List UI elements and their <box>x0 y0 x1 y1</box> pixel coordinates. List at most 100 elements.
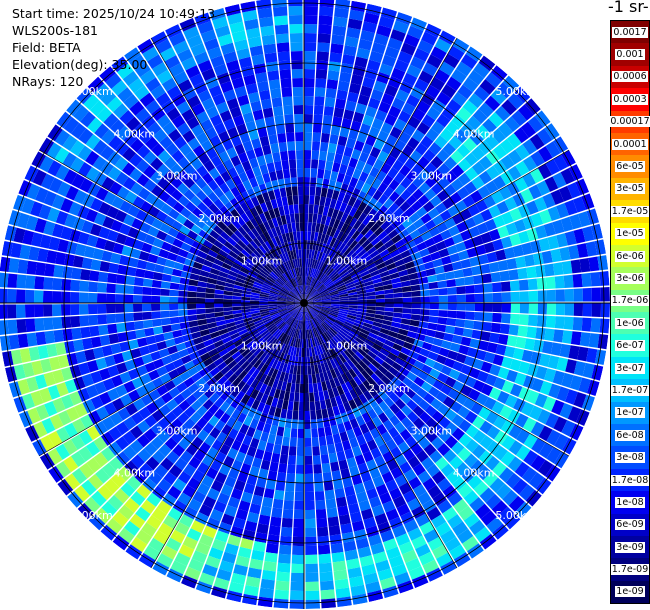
range-gate-cell <box>291 419 298 429</box>
range-gate-cell <box>206 377 218 388</box>
range-gate-cell <box>259 298 269 302</box>
range-gate-cell <box>267 229 275 239</box>
range-gate-cell <box>232 309 242 315</box>
range-gate-cell <box>312 141 321 151</box>
range-gate-cell <box>288 6 303 16</box>
range-gate-cell <box>252 457 263 469</box>
range-gate-cell <box>331 274 341 282</box>
range-gate-cell <box>307 286 313 295</box>
range-gate-cell <box>197 429 209 442</box>
range-gate-cell <box>301 249 304 259</box>
range-gate-cell <box>430 120 445 135</box>
range-gate-cell <box>268 405 277 417</box>
range-gate-cell <box>161 324 172 333</box>
range-gate-cell <box>199 245 211 254</box>
range-gate-cell <box>468 93 484 109</box>
range-gate-cell <box>515 160 530 176</box>
range-gate-cell <box>318 159 326 170</box>
range-gate-cell <box>115 141 130 156</box>
range-gate-cell <box>143 428 157 442</box>
range-gate-cell <box>352 168 362 180</box>
range-gate-cell <box>190 267 202 276</box>
range-gate-cell <box>340 271 350 279</box>
range-gate-cell <box>256 420 266 432</box>
range-gate-cell <box>561 372 574 388</box>
range-gate-cell <box>223 118 236 131</box>
range-gate-cell <box>32 169 47 186</box>
range-gate-cell <box>243 317 253 323</box>
range-gate-cell <box>326 225 333 236</box>
range-gate-cell <box>309 401 316 411</box>
range-gate-cell <box>339 293 349 298</box>
range-gate-cell <box>530 151 545 167</box>
range-gate-cell <box>96 406 110 420</box>
range-gate-cell <box>537 459 554 477</box>
range-gate-cell <box>258 514 271 526</box>
range-gate-cell <box>141 242 153 253</box>
range-gate-cell <box>383 407 395 420</box>
range-gate-cell <box>124 303 134 313</box>
range-gate-cell <box>40 358 52 373</box>
range-gate-cell <box>406 94 420 108</box>
range-gate-cell <box>310 365 316 375</box>
range-gate-cell <box>351 342 360 351</box>
range-gate-cell <box>313 105 324 115</box>
range-gate-cell <box>356 286 366 292</box>
range-gate-cell <box>451 114 466 129</box>
range-gate-cell <box>151 318 162 327</box>
range-gate-cell <box>382 319 393 326</box>
range-gate-cell <box>305 518 316 528</box>
range-gate-cell <box>115 171 129 186</box>
range-gate-cell <box>318 553 332 564</box>
range-gate-cell <box>346 283 356 289</box>
range-gate-cell <box>305 554 318 564</box>
range-gate-cell <box>404 387 416 399</box>
range-gate-cell <box>355 283 365 289</box>
range-gate-cell <box>126 266 137 277</box>
range-gate-cell <box>250 305 260 309</box>
range-gate-cell <box>341 531 355 543</box>
range-gate-cell <box>328 269 336 278</box>
range-gate-cell <box>573 288 583 302</box>
range-gate-cell <box>267 324 277 332</box>
range-gate-cell <box>240 201 250 213</box>
range-gate-cell <box>526 390 540 405</box>
range-gate-cell <box>447 514 463 529</box>
range-gate-cell <box>271 507 283 518</box>
range-gate-cell <box>440 229 452 241</box>
range-gate-cell <box>326 79 339 90</box>
range-gate-cell <box>192 388 204 400</box>
range-gate-cell <box>333 153 343 164</box>
range-gate-cell <box>350 327 361 335</box>
range-gate-cell <box>213 239 224 250</box>
range-gate-cell <box>39 155 54 173</box>
range-gate-cell <box>353 340 363 349</box>
range-gate-cell <box>319 288 328 294</box>
range-gate-cell <box>281 243 288 253</box>
range-gate-cell <box>144 327 155 337</box>
range-ring-label: 4.00km <box>453 467 495 480</box>
range-gate-cell <box>180 207 192 219</box>
range-gate-cell <box>48 466 64 483</box>
range-gate-cell <box>492 312 502 323</box>
range-gate-cell <box>250 196 260 207</box>
range-gate-cell <box>286 305 296 309</box>
range-gate-cell <box>88 292 98 303</box>
range-gate-cell <box>230 233 241 243</box>
range-gate-cell <box>304 24 318 34</box>
range-gate-cell <box>251 227 260 238</box>
range-gate-cell <box>299 276 303 286</box>
range-gate-cell <box>310 309 317 317</box>
range-gate-cell <box>271 314 280 320</box>
range-gate-cell <box>447 287 457 295</box>
range-gate-cell <box>388 426 400 439</box>
range-gate-cell <box>422 149 436 162</box>
range-gate-cell <box>453 326 465 336</box>
range-gate-cell <box>365 288 376 293</box>
range-gate-cell <box>55 210 69 226</box>
range-gate-cell <box>88 514 106 531</box>
range-gate-cell <box>252 166 262 177</box>
range-gate-cell <box>312 294 321 300</box>
range-gate-cell <box>327 443 336 454</box>
range-gate-cell <box>246 274 256 282</box>
